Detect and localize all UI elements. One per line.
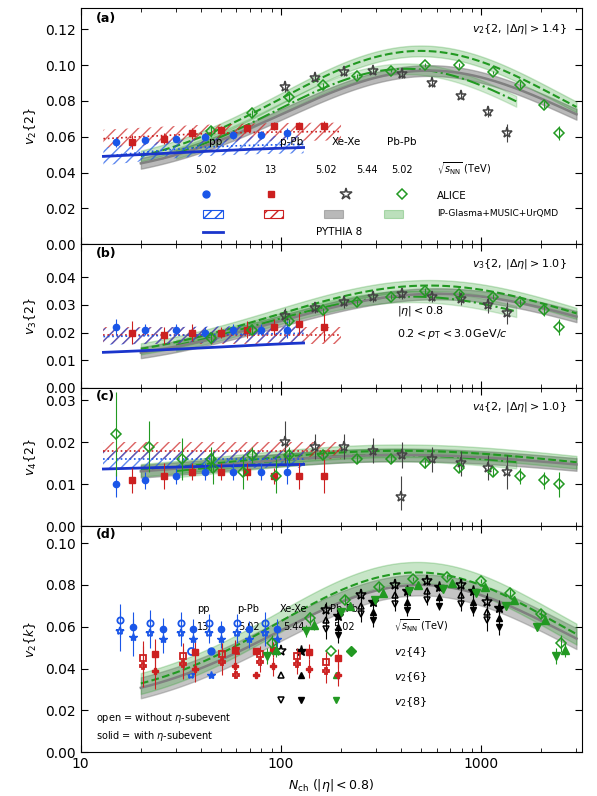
Bar [324,209,343,218]
Text: 5.02: 5.02 [238,622,260,632]
Text: Xe-Xe: Xe-Xe [332,137,361,147]
Text: pp: pp [197,604,210,615]
Text: open = without $\eta$-subevent: open = without $\eta$-subevent [96,711,231,724]
Text: $v_4\{2,\,|\Delta\eta|>1.0\}$: $v_4\{2,\,|\Delta\eta|>1.0\}$ [472,400,567,414]
Text: $v_3\{2,\,|\Delta\eta|>1.0\}$: $v_3\{2,\,|\Delta\eta|>1.0\}$ [472,257,567,271]
Text: $0.2 < p_\mathrm{T} < 3.0\,\mathrm{GeV}/c$: $0.2 < p_\mathrm{T} < 3.0\,\mathrm{GeV}/… [396,327,507,341]
Y-axis label: $v_4\{2\}$: $v_4\{2\}$ [23,439,39,476]
Text: 5.02: 5.02 [195,166,217,175]
Text: PYTHIA 8: PYTHIA 8 [316,227,362,236]
Text: 5.02: 5.02 [333,622,355,632]
Text: (a): (a) [96,12,116,25]
Text: IP-Glasma+MUSIC+UrQMD: IP-Glasma+MUSIC+UrQMD [436,209,558,218]
Text: (c): (c) [96,390,115,404]
Text: $|\eta| < 0.8$: $|\eta| < 0.8$ [396,303,444,318]
Y-axis label: $v_2\{k\}$: $v_2\{k\}$ [23,621,39,657]
Text: $v_2\{6\}$: $v_2\{6\}$ [394,670,428,684]
Text: 5.02: 5.02 [390,166,413,175]
Bar [384,209,403,218]
Text: pp: pp [210,137,223,147]
Text: $v_2\{2,\,|\Delta\eta|>1.4\}$: $v_2\{2,\,|\Delta\eta|>1.4\}$ [472,22,567,36]
Bar [264,209,283,218]
Text: 5.02: 5.02 [315,166,337,175]
Text: p-Pb: p-Pb [279,137,303,147]
Text: solid = with $\eta$-subevent: solid = with $\eta$-subevent [96,728,213,743]
Bar [204,209,223,218]
Text: (d): (d) [96,528,116,540]
Text: 13: 13 [265,166,277,175]
Text: p-Pb: p-Pb [238,604,260,615]
Text: $v_2\{8\}$: $v_2\{8\}$ [394,695,428,708]
Text: Pb-Pb: Pb-Pb [330,604,358,615]
Text: 5.44: 5.44 [356,166,377,175]
Text: $\sqrt{s_\mathrm{NN}}$ (TeV): $\sqrt{s_\mathrm{NN}}$ (TeV) [394,618,448,634]
Y-axis label: $v_2\{2\}$: $v_2\{2\}$ [23,107,39,145]
X-axis label: $N_\mathrm{ch}\ (|\eta| < 0.8)$: $N_\mathrm{ch}\ (|\eta| < 0.8)$ [288,777,374,794]
Text: ALICE: ALICE [436,191,466,201]
Text: $\sqrt{s_\mathrm{NN}}$ (TeV): $\sqrt{s_\mathrm{NN}}$ (TeV) [436,161,491,177]
Text: 5.44: 5.44 [283,622,304,632]
Y-axis label: $v_3\{2\}$: $v_3\{2\}$ [23,297,39,335]
Text: $v_2\{4\}$: $v_2\{4\}$ [394,646,428,659]
Text: (b): (b) [96,247,116,260]
Text: Xe-Xe: Xe-Xe [280,604,307,615]
Text: Pb-Pb: Pb-Pb [387,137,416,147]
Text: 13: 13 [198,622,210,632]
